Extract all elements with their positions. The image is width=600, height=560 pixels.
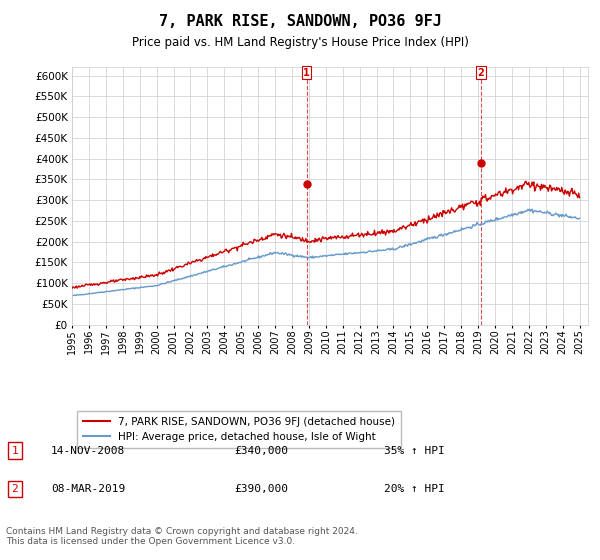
- Text: 1: 1: [11, 446, 19, 456]
- Text: 1: 1: [303, 68, 310, 78]
- Text: 08-MAR-2019: 08-MAR-2019: [51, 484, 125, 494]
- Text: 2: 2: [478, 68, 484, 78]
- Text: 20% ↑ HPI: 20% ↑ HPI: [384, 484, 445, 494]
- Text: £390,000: £390,000: [234, 484, 288, 494]
- Text: 2: 2: [11, 484, 19, 494]
- Text: 7, PARK RISE, SANDOWN, PO36 9FJ: 7, PARK RISE, SANDOWN, PO36 9FJ: [158, 14, 442, 29]
- Text: 14-NOV-2008: 14-NOV-2008: [51, 446, 125, 456]
- Legend: 7, PARK RISE, SANDOWN, PO36 9FJ (detached house), HPI: Average price, detached h: 7, PARK RISE, SANDOWN, PO36 9FJ (detache…: [77, 410, 401, 449]
- Text: 35% ↑ HPI: 35% ↑ HPI: [384, 446, 445, 456]
- Text: Price paid vs. HM Land Registry's House Price Index (HPI): Price paid vs. HM Land Registry's House …: [131, 36, 469, 49]
- Text: £340,000: £340,000: [234, 446, 288, 456]
- Text: Contains HM Land Registry data © Crown copyright and database right 2024.
This d: Contains HM Land Registry data © Crown c…: [6, 526, 358, 546]
